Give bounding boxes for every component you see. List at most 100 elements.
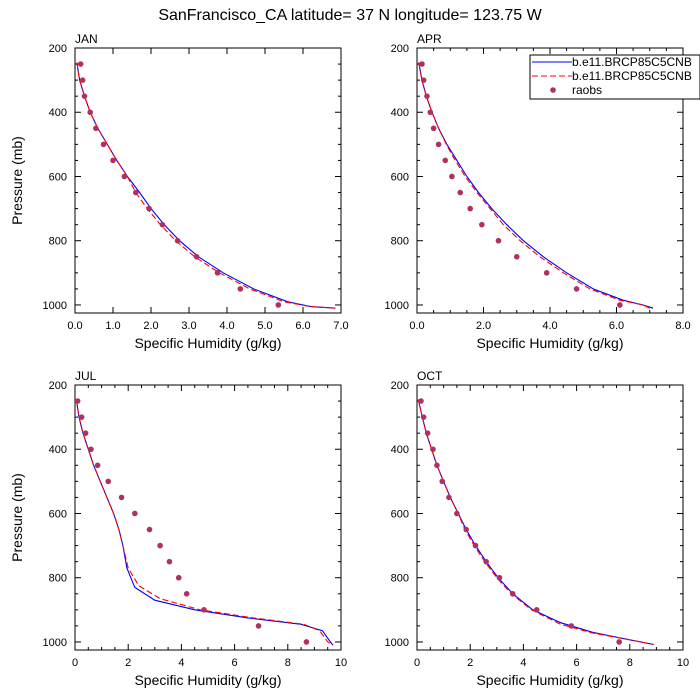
raobs-point bbox=[275, 302, 282, 308]
x-tick-label: 4 bbox=[178, 657, 184, 669]
raobs-point bbox=[78, 414, 85, 420]
raobs-point bbox=[472, 542, 479, 549]
x-tick-label: 10 bbox=[335, 657, 347, 669]
x-tick-label: 0.0 bbox=[67, 320, 82, 332]
panels: 0.0 1.0 2.0 3.0 4.0 5.0 6.0 7.02004006008001000… bbox=[9, 32, 691, 688]
raobs-point bbox=[159, 221, 166, 228]
raobs-point bbox=[214, 270, 221, 276]
x-tick-label: 7.0 bbox=[333, 320, 348, 332]
model-line-dashed bbox=[417, 399, 654, 646]
series-group bbox=[418, 61, 654, 309]
y-tick-label: 200 bbox=[391, 43, 409, 55]
raobs-point bbox=[483, 558, 489, 565]
raobs-point bbox=[424, 93, 430, 99]
y-tick-label: 200 bbox=[391, 380, 409, 392]
raobs-point bbox=[616, 639, 622, 645]
raobs-point bbox=[87, 109, 93, 116]
raobs-point bbox=[146, 526, 153, 533]
raobs-point bbox=[427, 109, 434, 116]
legend-label: raobs bbox=[572, 83, 602, 97]
raobs-point bbox=[79, 77, 86, 83]
raobs-point bbox=[420, 77, 427, 83]
raobs-point bbox=[496, 574, 503, 581]
raobs-point bbox=[174, 237, 181, 244]
y-tick-label: 800 bbox=[391, 236, 409, 248]
raobs-point bbox=[303, 639, 310, 645]
raobs-point bbox=[255, 623, 262, 629]
raobs-point bbox=[133, 189, 139, 196]
model-line-dashed bbox=[76, 62, 338, 309]
raobs-point bbox=[81, 93, 88, 99]
raobs-point bbox=[467, 205, 474, 212]
y-tick-label: 800 bbox=[391, 573, 409, 585]
x-axis-label: Specific Humidity (g/kg) bbox=[134, 672, 281, 688]
x-tick-label: 4 bbox=[520, 657, 526, 669]
x-tick-label: 1.0 bbox=[105, 320, 120, 332]
raobs-point bbox=[454, 510, 460, 517]
panel-jan: 0.0 1.0 2.0 3.0 4.0 5.0 6.0 7.0 200 400 600 800 1000… bbox=[9, 32, 349, 351]
raobs-point bbox=[424, 430, 431, 436]
y-tick-label: 1000 bbox=[43, 300, 67, 312]
raobs-point bbox=[118, 494, 125, 501]
x-tick-label: 2.0 bbox=[143, 320, 158, 332]
raobs-point bbox=[121, 173, 128, 180]
y-tick-label: 600 bbox=[49, 171, 67, 183]
raobs-point bbox=[93, 125, 99, 132]
raobs-point bbox=[110, 157, 116, 164]
y-axis-label: Pressure (mb) bbox=[9, 473, 25, 562]
x-tick-label: 4.0 bbox=[542, 320, 557, 332]
raobs-point bbox=[418, 398, 424, 404]
series-group bbox=[75, 398, 334, 646]
y-tick-label: 1000 bbox=[385, 637, 409, 649]
raobs-point bbox=[82, 430, 89, 436]
legend-label: b.e11.BRCP85C5CNB bbox=[572, 69, 692, 83]
panel-label: JAN bbox=[75, 32, 98, 46]
x-axis-label: Specific Humidity (g/kg) bbox=[134, 335, 281, 351]
x-tick-label: 0 bbox=[72, 657, 78, 669]
raobs-point bbox=[449, 173, 455, 180]
x-tick-label: 0 bbox=[414, 657, 420, 669]
y-tick-label: 600 bbox=[49, 508, 67, 520]
raobs-point bbox=[457, 189, 464, 196]
plot-frame bbox=[416, 384, 684, 651]
series-group bbox=[417, 398, 654, 646]
series-group bbox=[76, 61, 338, 309]
y-tick-label: 400 bbox=[391, 444, 409, 456]
raobs-point bbox=[543, 270, 550, 276]
y-tick-label: 200 bbox=[49, 380, 67, 392]
raobs-point bbox=[430, 125, 437, 132]
raobs-point bbox=[175, 574, 182, 581]
raobs-point bbox=[105, 478, 112, 485]
raobs-point bbox=[439, 478, 446, 485]
y-tick-label: 1000 bbox=[43, 637, 67, 649]
y-tick-label: 400 bbox=[49, 444, 67, 456]
raobs-point bbox=[419, 61, 425, 67]
y-tick-label: 800 bbox=[49, 573, 67, 585]
raobs-point bbox=[77, 61, 84, 67]
raobs-point bbox=[166, 558, 173, 565]
x-tick-label: 5.0 bbox=[257, 320, 272, 332]
legend-marker bbox=[550, 87, 556, 93]
panel-label: OCT bbox=[417, 369, 443, 383]
raobs-point bbox=[568, 623, 575, 629]
x-tick-label: 6 bbox=[232, 657, 238, 669]
panel-jul: 0 2 4 6 8 10 200 400 600 800 1000 JUL Specific Humid… bbox=[9, 369, 347, 688]
panel-label: APR bbox=[417, 32, 442, 46]
x-axis-label: Specific Humidity (g/kg) bbox=[476, 672, 623, 688]
raobs-point bbox=[509, 590, 516, 597]
x-tick-label: 3.0 bbox=[181, 320, 196, 332]
raobs-point bbox=[183, 590, 190, 597]
raobs-point bbox=[617, 302, 623, 308]
y-tick-label: 800 bbox=[49, 236, 67, 248]
legend-label: b.e11.BRCP85C5CNB bbox=[572, 55, 692, 69]
raobs-point bbox=[463, 526, 470, 533]
x-tick-label: 6.0 bbox=[295, 320, 310, 332]
raobs-point bbox=[434, 462, 440, 469]
raobs-point bbox=[88, 446, 94, 453]
raobs-point bbox=[94, 462, 101, 469]
raobs-point bbox=[146, 205, 152, 212]
x-tick-label: 8 bbox=[627, 657, 633, 669]
model-line-dashed bbox=[75, 399, 334, 646]
